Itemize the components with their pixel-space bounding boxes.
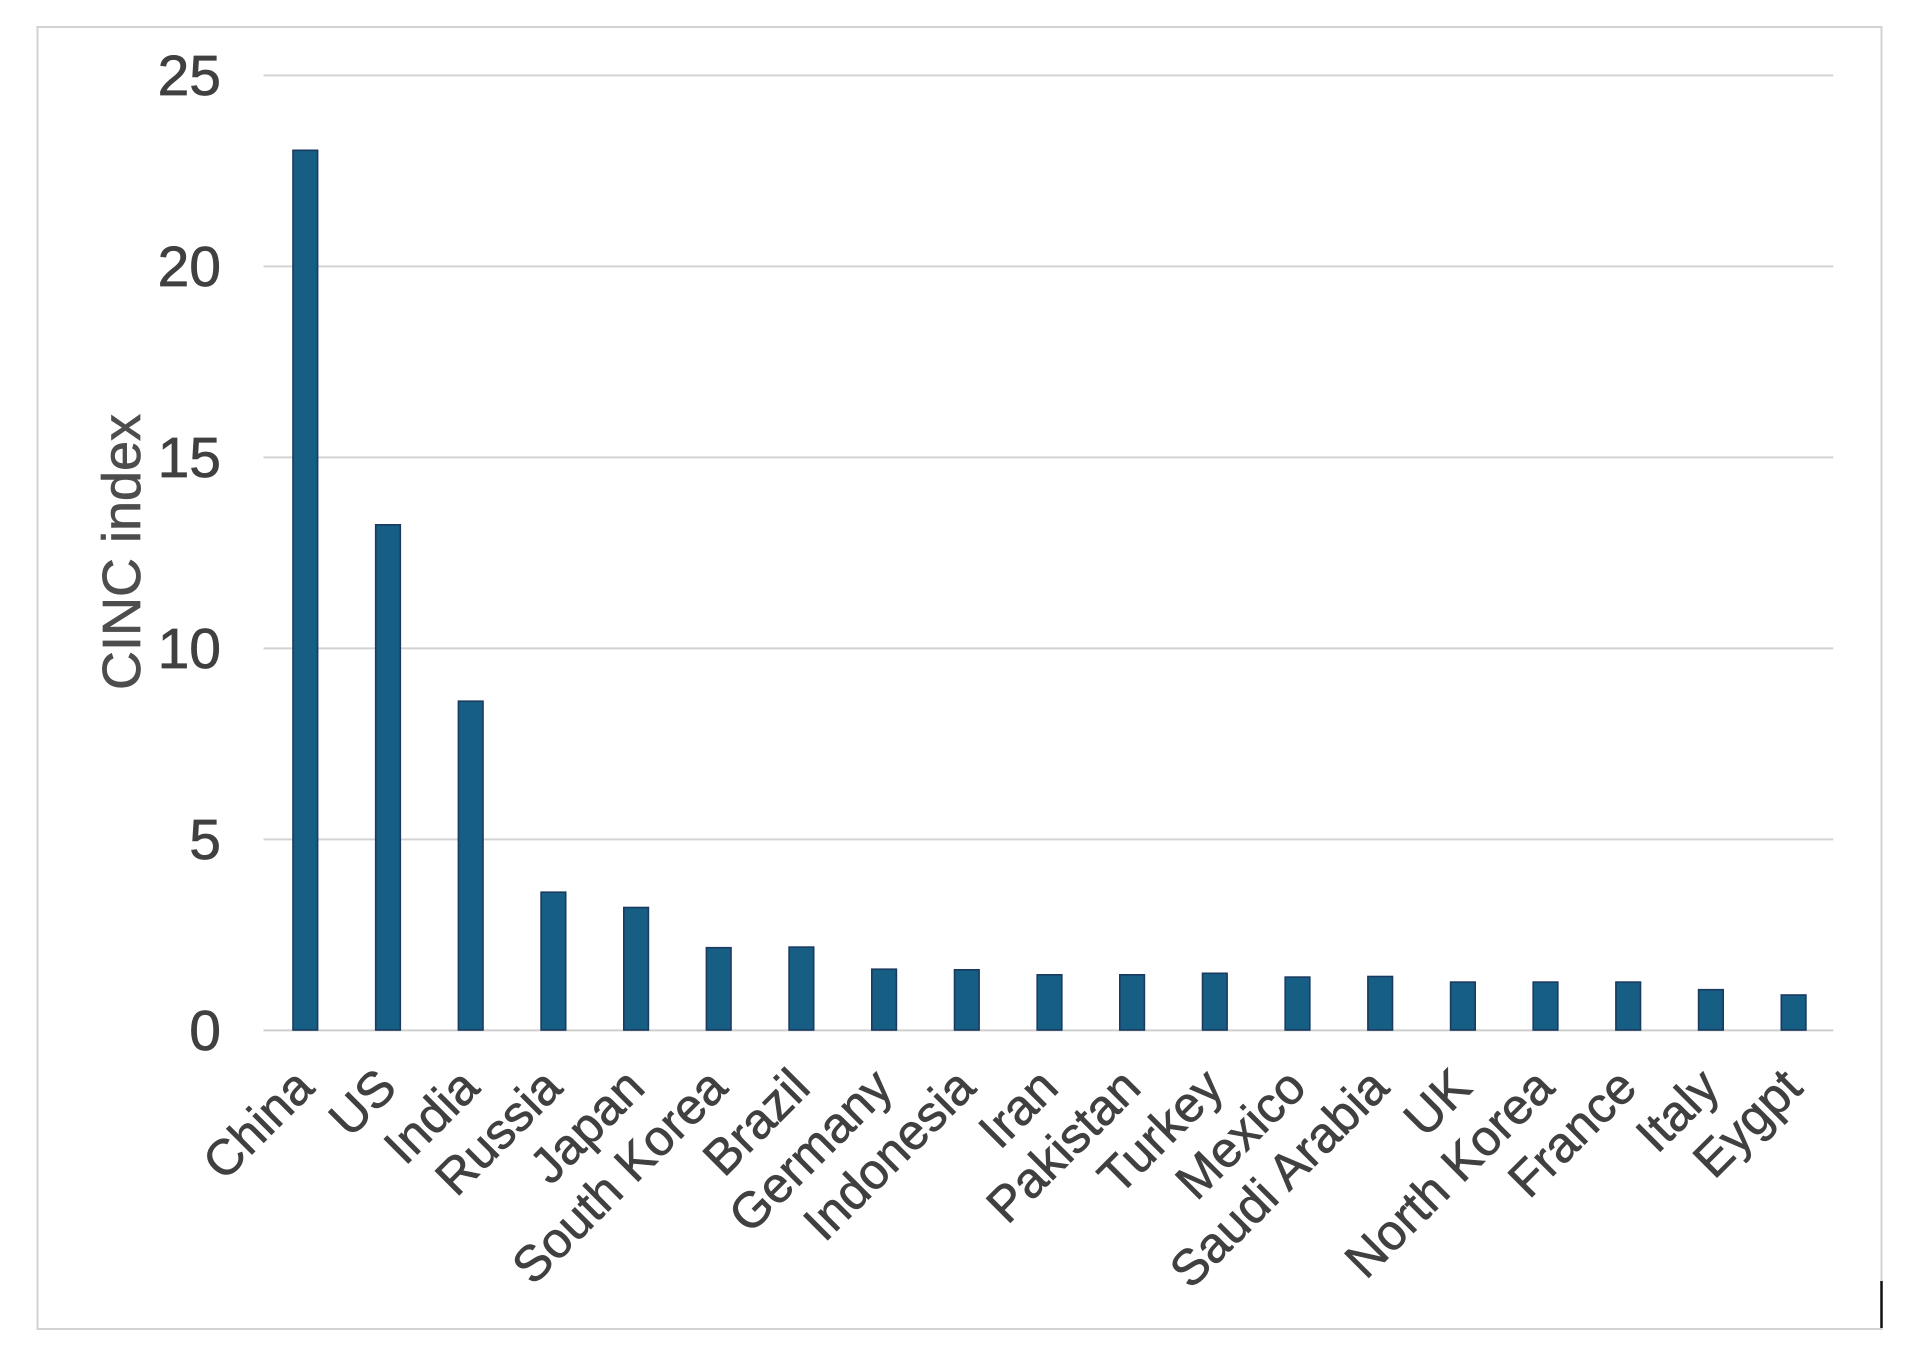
- svg-text:20: 20: [158, 235, 221, 299]
- svg-text:15: 15: [158, 426, 221, 490]
- svg-text:5: 5: [189, 808, 221, 872]
- svg-text:CINC index: CINC index: [92, 414, 152, 690]
- svg-text:0: 0: [189, 999, 221, 1063]
- svg-text:25: 25: [158, 44, 221, 108]
- svg-text:10: 10: [158, 617, 221, 681]
